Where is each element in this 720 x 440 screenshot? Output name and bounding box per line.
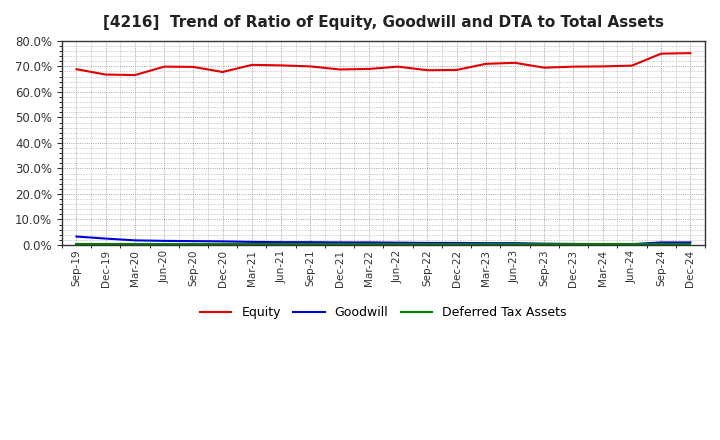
Equity <box>452 67 461 73</box>
Equity <box>686 51 695 56</box>
Goodwill <box>540 241 549 246</box>
Equity <box>657 51 665 56</box>
Goodwill <box>102 236 110 241</box>
Deferred Tax Assets <box>394 242 402 247</box>
Equity <box>482 61 490 66</box>
Deferred Tax Assets <box>364 242 373 247</box>
Deferred Tax Assets <box>628 242 636 247</box>
Equity <box>160 64 168 69</box>
Deferred Tax Assets <box>306 242 315 247</box>
Equity <box>218 70 227 75</box>
Equity <box>628 63 636 68</box>
Equity <box>306 64 315 69</box>
Deferred Tax Assets <box>276 242 285 247</box>
Equity <box>189 64 198 70</box>
Equity <box>394 64 402 69</box>
Goodwill <box>276 239 285 245</box>
Deferred Tax Assets <box>569 242 577 247</box>
Equity <box>510 60 519 66</box>
Line: Equity: Equity <box>76 53 690 75</box>
Equity <box>72 66 81 72</box>
Equity <box>248 62 256 67</box>
Goodwill <box>364 240 373 245</box>
Deferred Tax Assets <box>686 242 695 247</box>
Deferred Tax Assets <box>72 242 81 247</box>
Goodwill <box>569 241 577 246</box>
Deferred Tax Assets <box>423 242 431 247</box>
Equity <box>423 68 431 73</box>
Equity <box>336 67 344 72</box>
Equity <box>276 63 285 68</box>
Goodwill <box>423 240 431 246</box>
Deferred Tax Assets <box>540 242 549 247</box>
Goodwill <box>336 240 344 245</box>
Goodwill <box>394 240 402 245</box>
Deferred Tax Assets <box>189 242 198 247</box>
Goodwill <box>189 238 198 244</box>
Deferred Tax Assets <box>510 242 519 247</box>
Equity <box>130 73 139 78</box>
Line: Goodwill: Goodwill <box>76 237 690 244</box>
Deferred Tax Assets <box>102 242 110 247</box>
Equity <box>540 65 549 70</box>
Goodwill <box>130 238 139 243</box>
Goodwill <box>482 241 490 246</box>
Legend: Equity, Goodwill, Deferred Tax Assets: Equity, Goodwill, Deferred Tax Assets <box>195 301 572 324</box>
Goodwill <box>628 242 636 247</box>
Equity <box>364 66 373 72</box>
Equity <box>569 64 577 69</box>
Deferred Tax Assets <box>130 242 139 247</box>
Goodwill <box>160 238 168 243</box>
Goodwill <box>510 241 519 246</box>
Deferred Tax Assets <box>598 242 607 247</box>
Title: [4216]  Trend of Ratio of Equity, Goodwill and DTA to Total Assets: [4216] Trend of Ratio of Equity, Goodwil… <box>103 15 664 30</box>
Goodwill <box>686 240 695 245</box>
Deferred Tax Assets <box>482 242 490 247</box>
Deferred Tax Assets <box>336 242 344 247</box>
Goodwill <box>598 242 607 247</box>
Deferred Tax Assets <box>160 242 168 247</box>
Goodwill <box>657 240 665 245</box>
Goodwill <box>306 239 315 245</box>
Deferred Tax Assets <box>218 242 227 247</box>
Deferred Tax Assets <box>657 242 665 247</box>
Goodwill <box>218 239 227 244</box>
Deferred Tax Assets <box>452 242 461 247</box>
Goodwill <box>72 234 81 239</box>
Goodwill <box>452 240 461 246</box>
Equity <box>598 64 607 69</box>
Deferred Tax Assets <box>248 242 256 247</box>
Equity <box>102 72 110 77</box>
Goodwill <box>248 239 256 245</box>
